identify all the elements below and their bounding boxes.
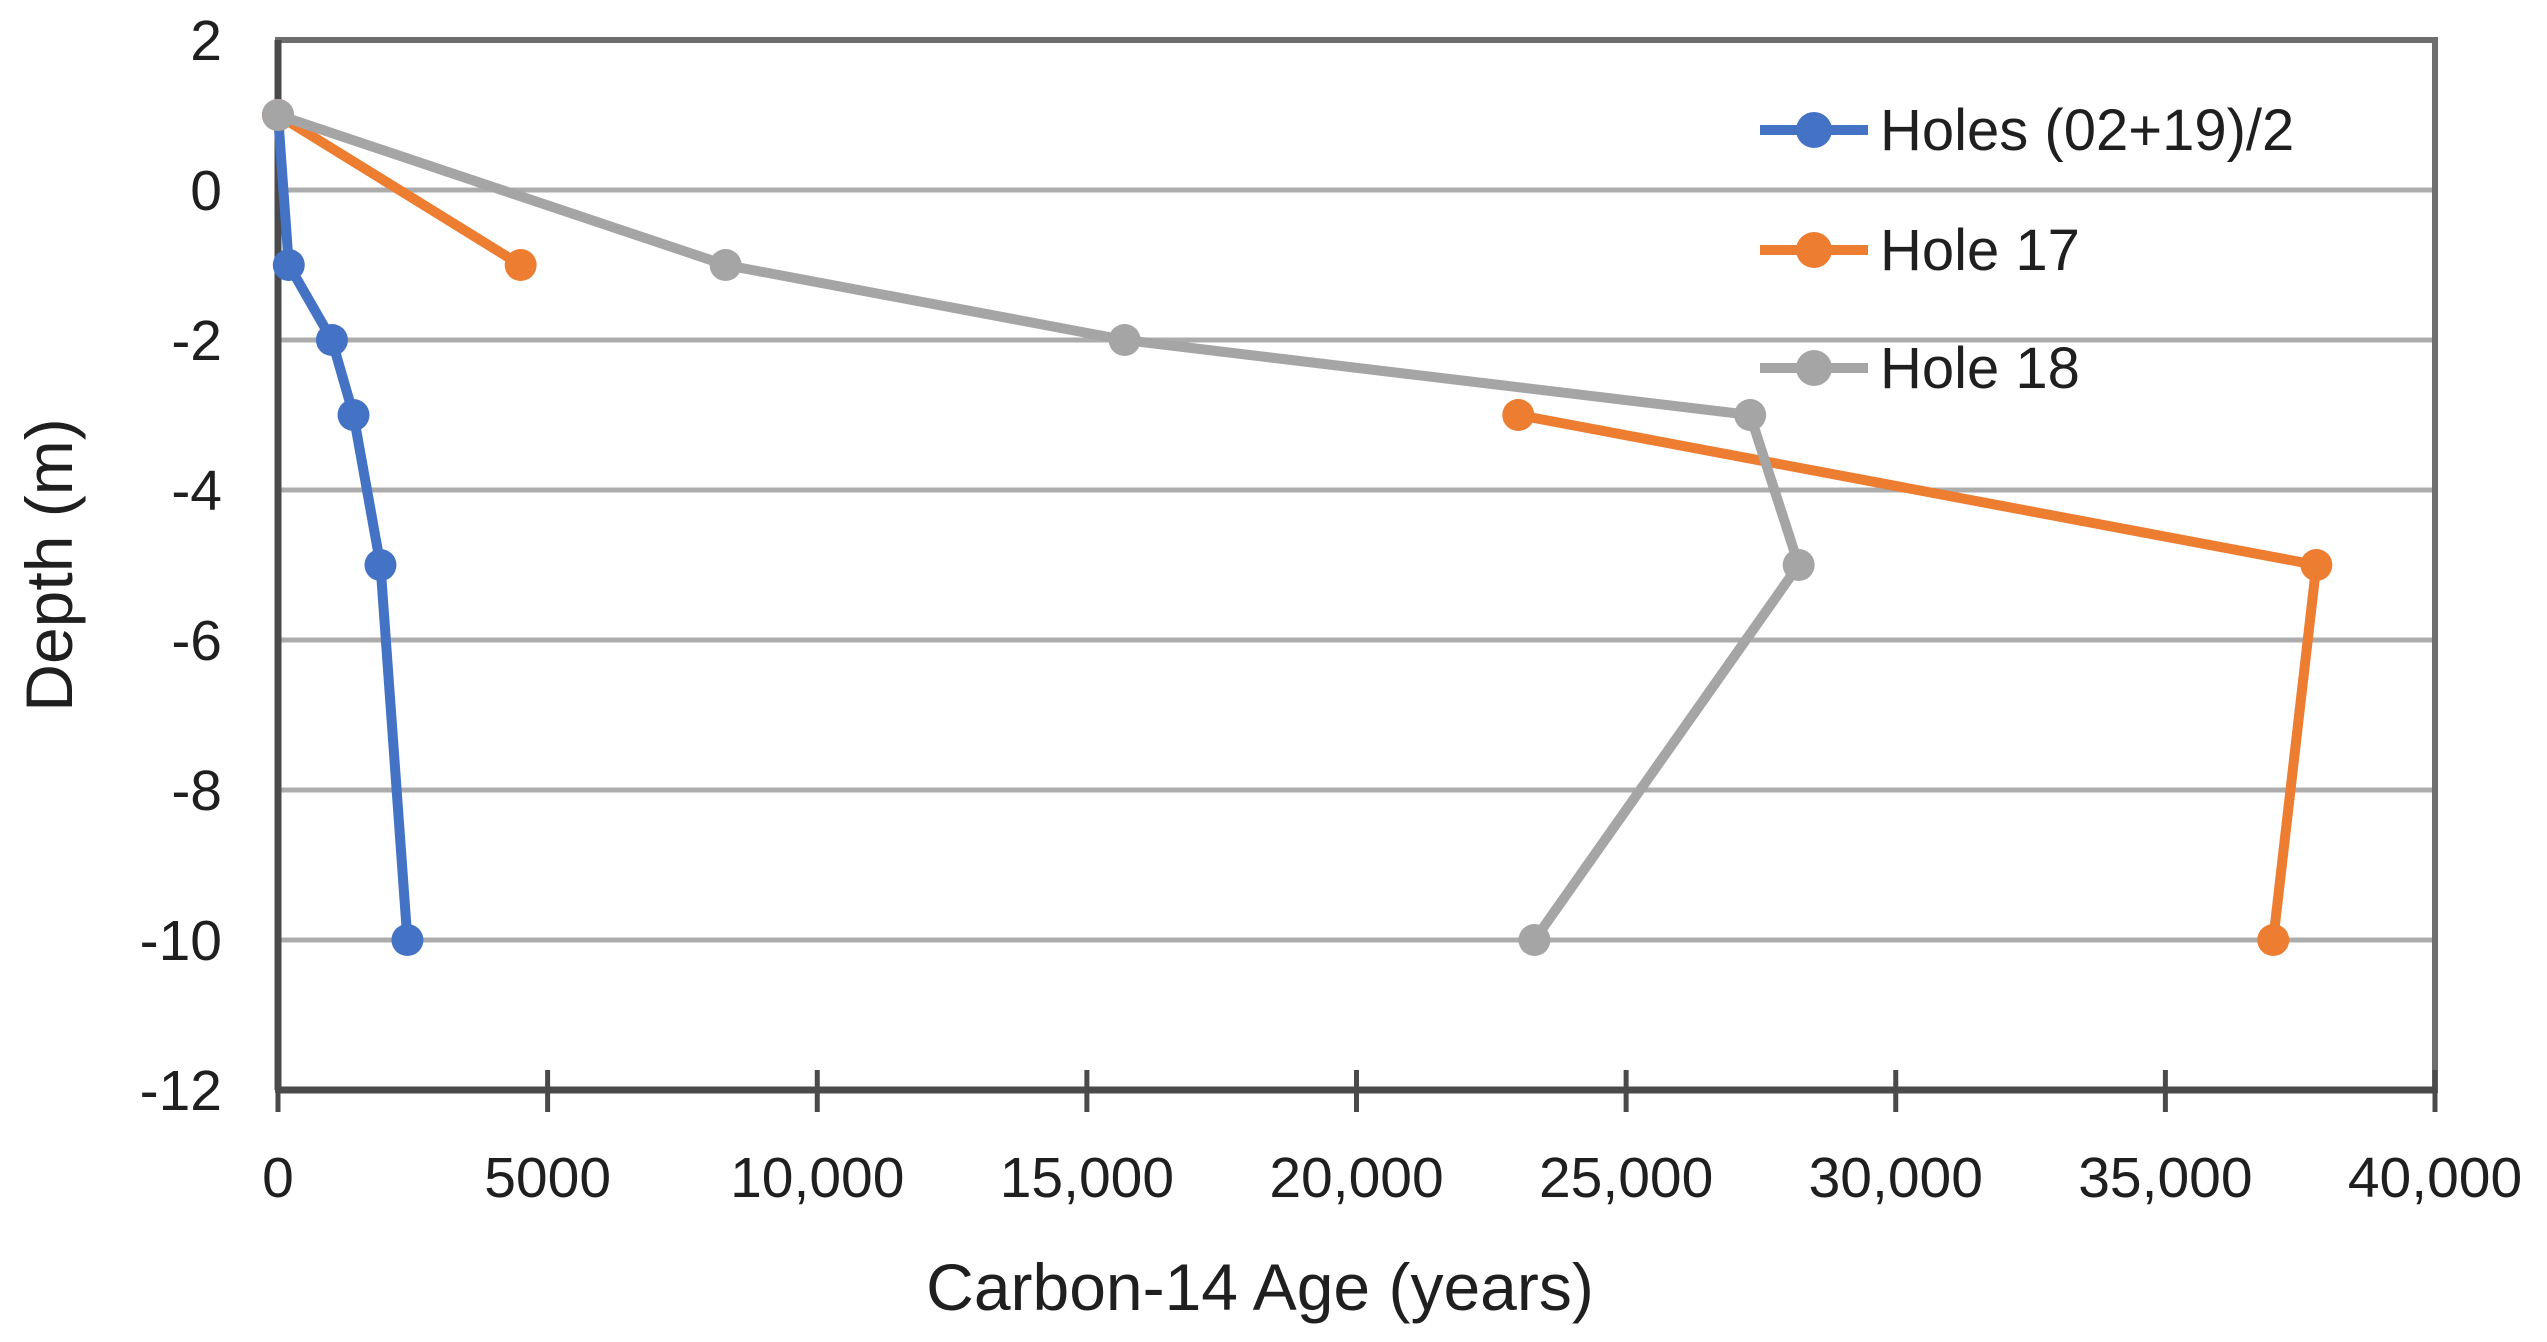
marker-holes-02-19-2-depth--2 — [315, 324, 348, 356]
marker-hole-17-depth--1 — [504, 249, 537, 281]
marker-hole-17-depth--5 — [2300, 549, 2333, 581]
y-tick-label--4: -4 — [171, 459, 222, 523]
legend-marker-icon-holes-02-19-2 — [1796, 112, 1832, 148]
x-tick-label-40000: 40,000 — [2348, 1146, 2522, 1210]
x-tick-label-20000: 20,000 — [1269, 1146, 1443, 1210]
marker-holes-02-19-2-depth--1 — [272, 249, 305, 281]
y-tick-label--12: -12 — [140, 1059, 222, 1123]
axis-tick-marks — [275, 1070, 2438, 1112]
legend-item-holes-02-19-2: Holes (02+19)/2 — [1760, 98, 2294, 163]
y-tick-label--6: -6 — [171, 609, 222, 673]
x-tick-label-0: 0 — [262, 1146, 294, 1210]
x-tick-label-15000: 15,000 — [1000, 1146, 1174, 1210]
marker-holes-02-19-2-depth--3 — [337, 399, 370, 431]
series-line-hole-17 — [273, 110, 526, 270]
marker-hole-18-depth--3 — [1734, 399, 1767, 431]
marker-holes-02-19-2-depth--5 — [364, 549, 397, 581]
x-tick-label-10000: 10,000 — [730, 1146, 904, 1210]
legend-item-hole-17: Hole 17 — [1760, 218, 2080, 283]
marker-hole-18-depth-1 — [262, 99, 294, 131]
x-tick-label-35000: 35,000 — [2078, 1146, 2252, 1210]
legend: Holes (02+19)/2 Hole 17 Hole 18 — [1760, 98, 2294, 401]
y-tick-label--8: -8 — [171, 759, 222, 823]
legend-marker-icon-hole-17 — [1796, 232, 1832, 268]
x-tick-label-25000: 25,000 — [1539, 1146, 1713, 1210]
axis-tick-labels: 0 5000 10,000 15,000 20,000 25,000 30,000 35,00… — [140, 9, 2523, 1210]
x-tick-label-30000: 30,000 — [1809, 1146, 1983, 1210]
marker-hole-18-depth--1 — [709, 249, 742, 281]
series-hole-18 — [262, 99, 1815, 956]
series-line-holes-02-19-2 — [273, 110, 413, 945]
marker-hole-18-depth--10 — [1518, 924, 1551, 956]
y-axis-title: Depth (m) — [12, 418, 86, 711]
marker-hole-18-depth--2 — [1108, 324, 1141, 356]
series-holes-02-19-2 — [262, 99, 424, 956]
marker-holes-02-19-2-depth--10 — [391, 924, 424, 956]
plot-border — [274, 37, 2438, 1094]
legend-item-label: Holes (02+19)/2 — [1880, 98, 2294, 163]
y-tick-label-2: 2 — [190, 9, 222, 73]
series-line-hole-18 — [273, 110, 1804, 945]
x-tick-label-5000: 5000 — [484, 1146, 611, 1210]
y-tick-label--2: -2 — [171, 309, 222, 373]
marker-hole-18-depth--5 — [1782, 549, 1815, 581]
plot-area-border — [275, 37, 2438, 1093]
legend-item-hole-18: Hole 18 — [1760, 336, 2080, 401]
y-tick-label-0: 0 — [190, 159, 222, 223]
y-tick-label--10: -10 — [140, 909, 222, 973]
legend-item-label: Hole 17 — [1880, 218, 2080, 283]
marker-hole-17-depth--3 — [1502, 399, 1535, 431]
x-axis-title: Carbon-14 Age (years) — [926, 1250, 1594, 1324]
data-series — [262, 99, 2333, 956]
gridlines — [278, 187, 2435, 943]
legend-marker-icon-hole-18 — [1796, 350, 1832, 386]
series-line-hole-17 — [1513, 410, 2322, 945]
legend-item-label: Hole 18 — [1880, 336, 2080, 401]
marker-hole-17-depth--10 — [2257, 924, 2290, 956]
